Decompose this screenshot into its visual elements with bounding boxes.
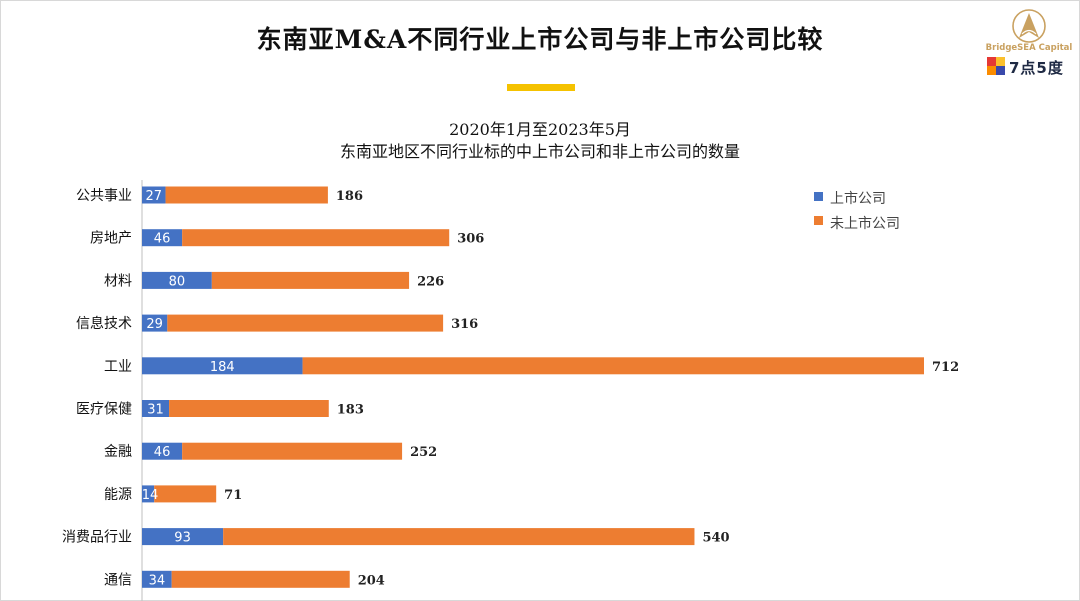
data-label-unlisted: 540: [702, 531, 729, 546]
logo-company-name: BridgeSEA Capital: [985, 43, 1073, 53]
bar-listed: [142, 528, 224, 546]
bar-unlisted: [154, 485, 217, 503]
bar-unlisted: [167, 314, 444, 332]
bar-unlisted: [169, 400, 329, 417]
bar-listed: [142, 442, 183, 460]
data-label-listed: 27: [146, 189, 163, 204]
data-label-listed: 93: [174, 531, 191, 546]
data-label-unlisted: 183: [337, 403, 364, 418]
data-label-unlisted: 712: [932, 360, 959, 375]
bar-unlisted: [223, 528, 695, 546]
legend-swatch-unlisted: [814, 216, 823, 225]
bar-listed: [142, 271, 212, 289]
bar-unlisted: [182, 442, 403, 460]
category-label: 金融: [104, 444, 132, 460]
data-label-unlisted: 316: [451, 317, 478, 332]
bar-listed: [142, 570, 172, 588]
data-label-unlisted: 306: [457, 232, 484, 247]
data-label-listed: 80: [169, 274, 186, 289]
data-label-listed: 46: [154, 232, 171, 247]
chart-subtitle-description: 东南亚地区不同行业标的中上市公司和非上市公司的数量: [339, 142, 740, 161]
data-label-listed: 34: [149, 573, 166, 588]
bar-unlisted: [302, 357, 924, 375]
bar-listed: [142, 229, 183, 247]
category-label: 信息技术: [76, 315, 132, 332]
category-label: 工业: [104, 359, 132, 375]
legend-swatch-listed: [814, 192, 823, 201]
bar-unlisted: [182, 229, 450, 247]
category-label: 通信: [104, 572, 132, 588]
data-label-listed: 46: [154, 445, 171, 460]
legend-label-unlisted: 未上市公司: [830, 215, 900, 232]
data-label-listed: 184: [210, 360, 235, 375]
chart-legend: 上市公司 未上市公司: [814, 190, 900, 232]
bar-listed: [142, 314, 168, 332]
bar-listed: [142, 357, 303, 375]
data-label-unlisted: 71: [224, 488, 242, 503]
logo-brand-name: 7点5度: [1009, 59, 1064, 77]
brand-mark-icon: [987, 57, 1005, 75]
bar-listed: [142, 400, 170, 417]
category-label: 能源: [104, 487, 132, 503]
category-label: 房地产: [90, 231, 132, 247]
legend-label-listed: 上市公司: [830, 190, 886, 207]
title-accent-bar: [507, 84, 575, 91]
data-label-listed: 31: [147, 403, 164, 418]
data-label-unlisted: 252: [410, 445, 437, 460]
category-label: 医疗保健: [76, 402, 132, 418]
bar-unlisted: [165, 186, 328, 204]
data-label-listed: 29: [146, 317, 163, 332]
data-label-listed: 14: [142, 488, 159, 503]
category-label: 公共事业: [76, 188, 132, 204]
category-label: 消费品行业: [62, 530, 132, 546]
page-title: 东南亚M&A不同行业上市公司与非上市公司比较: [256, 25, 824, 54]
data-label-unlisted: 226: [417, 274, 444, 289]
bar-unlisted: [211, 271, 410, 289]
bridgesea-logo-icon: [1012, 9, 1046, 43]
bar-listed: [142, 186, 166, 204]
data-label-unlisted: 204: [358, 573, 385, 588]
category-label: 材料: [104, 273, 132, 289]
bar-listed: [142, 485, 155, 503]
bar-unlisted: [171, 570, 350, 588]
chart-subtitle-period: 2020年1月至2023年5月: [449, 120, 631, 139]
data-label-unlisted: 186: [336, 189, 363, 204]
